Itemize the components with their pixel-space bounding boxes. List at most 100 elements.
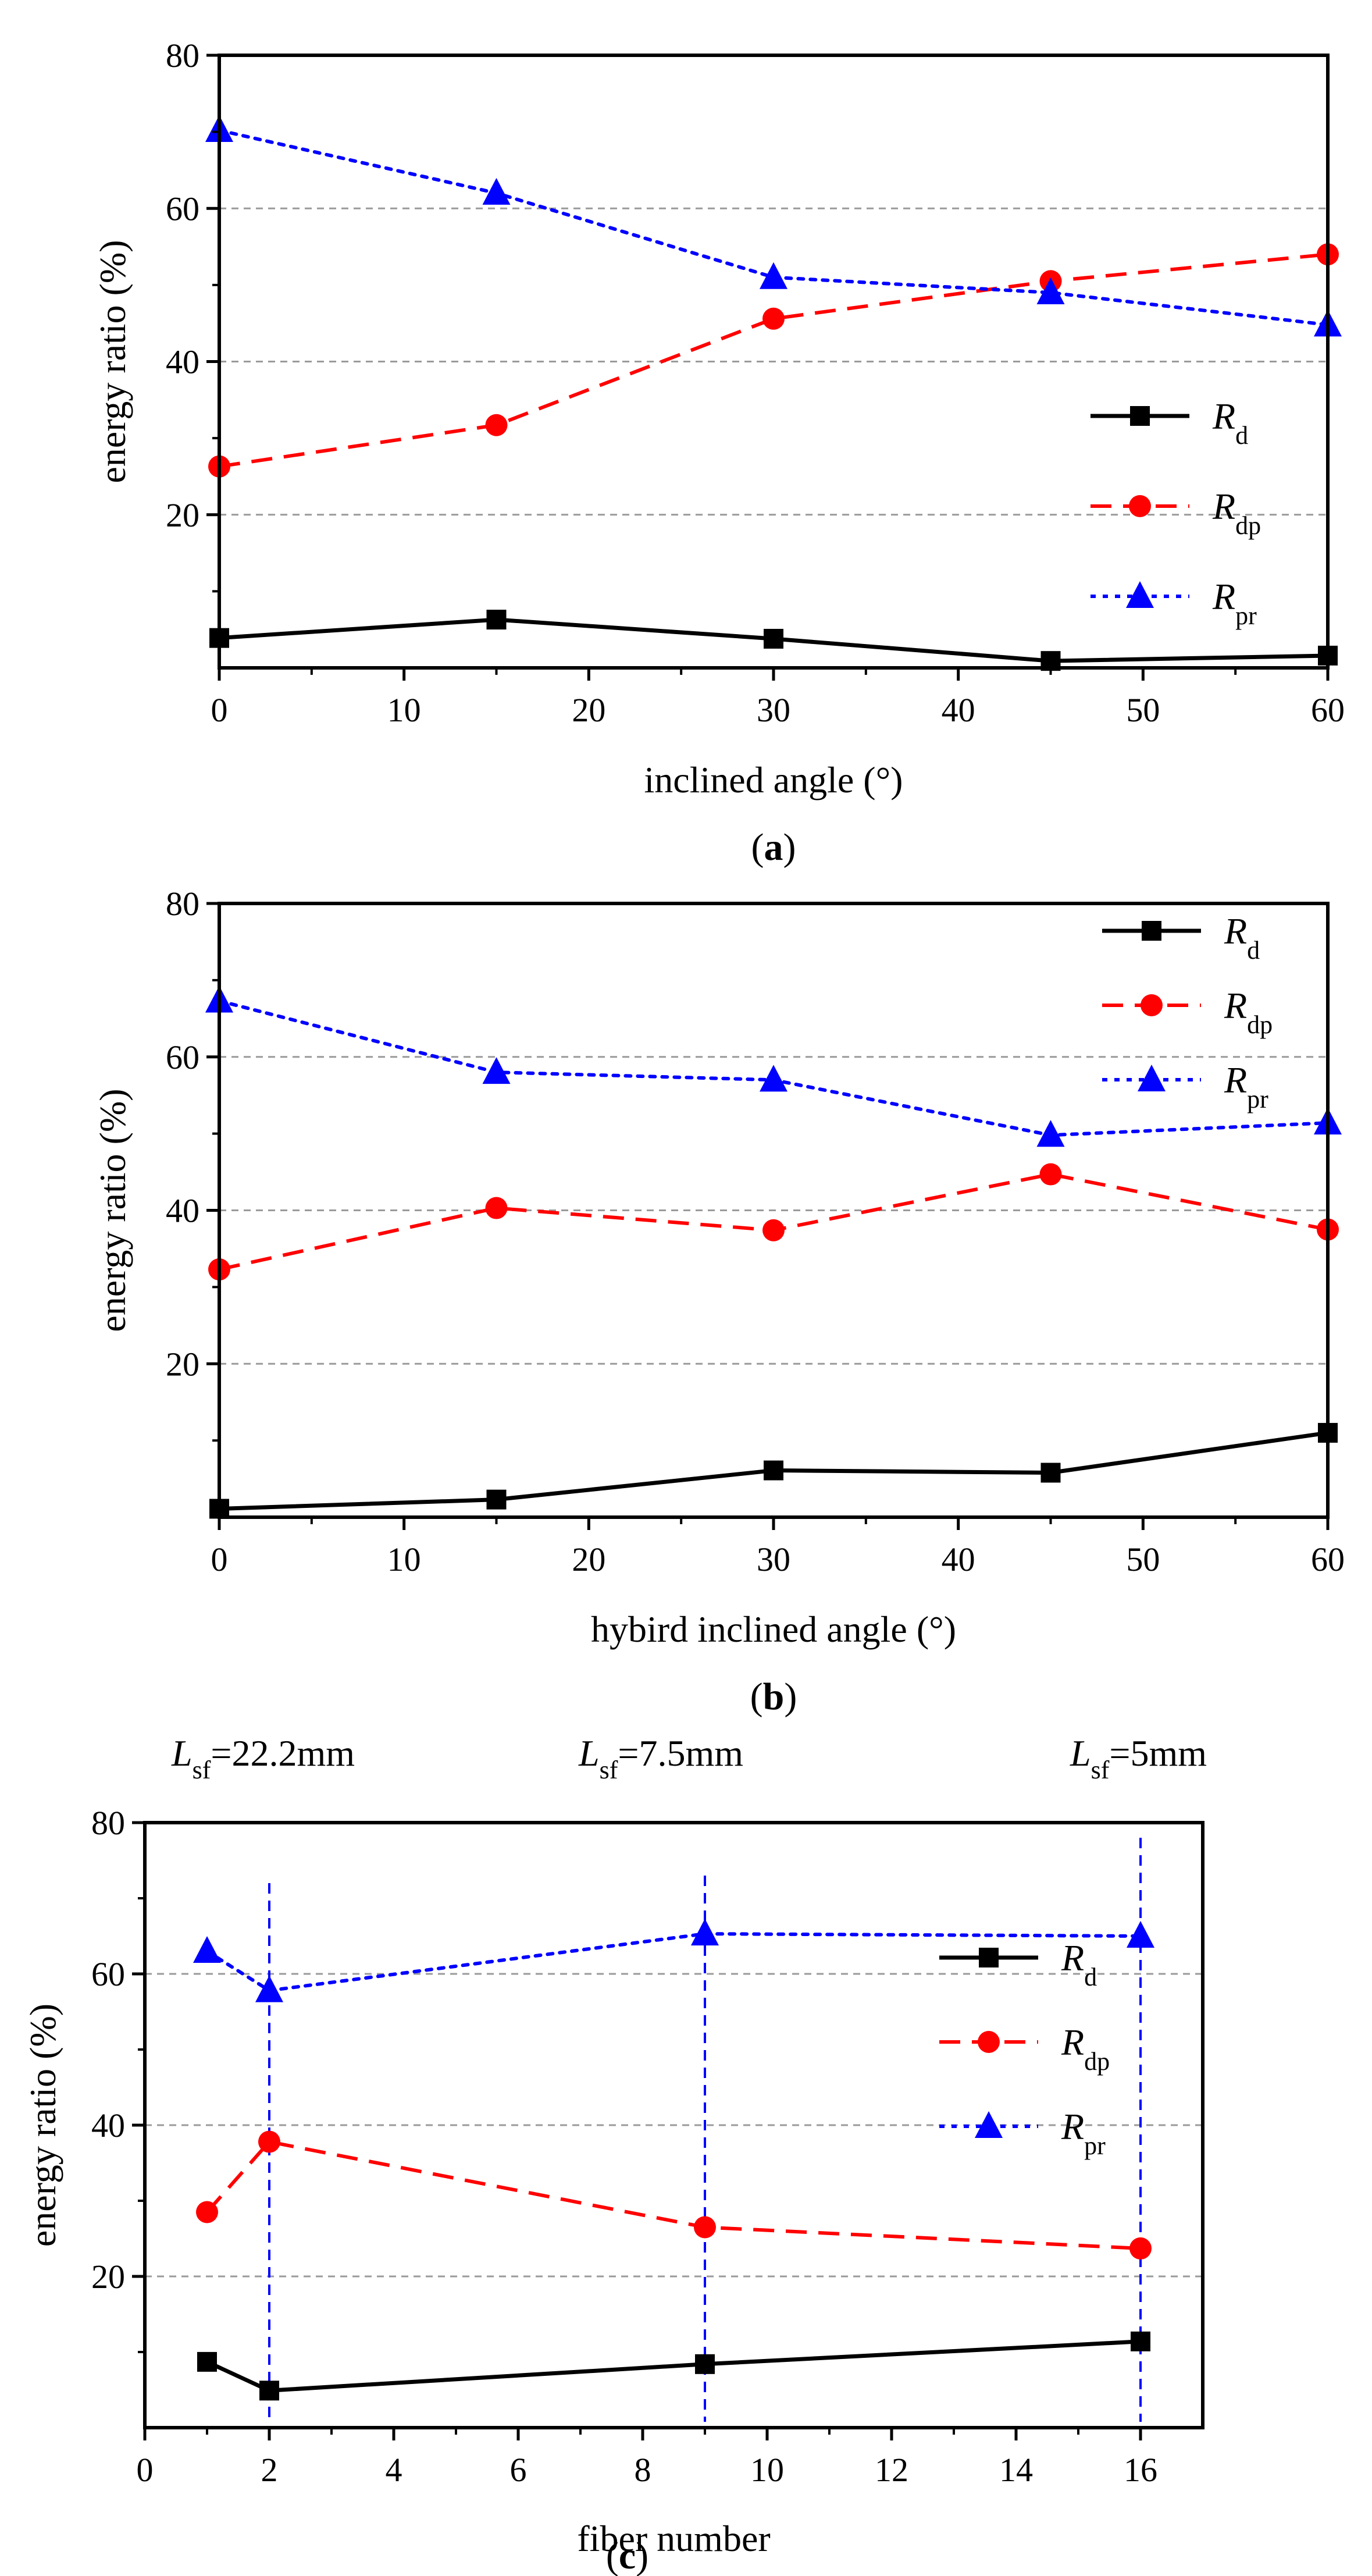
data-point-Rpr xyxy=(1036,1120,1065,1147)
data-point-Rpr xyxy=(482,1057,511,1084)
x-tick-label: 30 xyxy=(757,691,790,729)
data-point-Rdp xyxy=(485,414,508,436)
data-point-Rd xyxy=(764,1460,783,1481)
x-tick-label: 0 xyxy=(211,691,228,729)
y-tick-label: 60 xyxy=(166,1038,199,1076)
series-line-Rd xyxy=(206,2339,1141,2393)
x-tick-label: 10 xyxy=(387,1540,421,1578)
data-point-Rdp xyxy=(1129,2237,1152,2260)
data-point-Rpr xyxy=(482,177,511,205)
segment-length-annotation: Lsf=22.2mm xyxy=(171,1732,355,1784)
data-point-Rd xyxy=(695,2354,715,2374)
panel-label: (c) xyxy=(606,2535,648,2576)
data-point-Rdp xyxy=(762,1219,785,1241)
y-tick-label: 20 xyxy=(166,1345,199,1383)
legend-marker-Rd xyxy=(979,1948,999,1967)
series-line-Rpr xyxy=(205,1932,1142,1993)
panel-label: (a) xyxy=(751,826,796,869)
legend-label-Rd: Rd xyxy=(1224,910,1260,965)
segment-length-annotation: Lsf=5mm xyxy=(1070,1732,1207,1784)
data-point-Rdp xyxy=(196,2201,218,2223)
y-tick-label: 80 xyxy=(91,1804,125,1842)
legend-marker-Rpr xyxy=(1126,581,1154,608)
x-axis-title: inclined angle (°) xyxy=(644,759,903,800)
y-tick-label: 40 xyxy=(91,2107,125,2144)
data-point-Rdp xyxy=(694,2216,716,2239)
y-tick-label: 40 xyxy=(166,343,199,381)
legend-marker-Rd xyxy=(1130,406,1150,426)
data-point-Rd xyxy=(197,2351,217,2372)
y-tick-label: 60 xyxy=(91,1955,125,1993)
data-point-Rdp xyxy=(258,2130,280,2153)
data-point-Rd xyxy=(259,2381,279,2401)
chart-panel-c: 0 2 4 6 8 10 12 14 16 20 40 60 80 fiber number energy … xyxy=(22,1732,1207,2576)
data-point-Rd xyxy=(1040,1463,1061,1483)
data-point-Rd xyxy=(1131,2331,1150,2351)
data-point-Rdp xyxy=(485,1197,508,1219)
chart-panel-b: 0 10 20 30 40 50 60 20 40 60 80 hybird inclined ang… xyxy=(92,885,1345,1718)
data-point-Rdp xyxy=(1039,1163,1062,1186)
y-axis-title: energy ratio (%) xyxy=(92,240,133,483)
y-axis-title: energy ratio (%) xyxy=(22,2004,63,2247)
series-line-Rpr xyxy=(218,128,1330,327)
legend-marker-Rpr xyxy=(975,2111,1003,2138)
data-point-Rd xyxy=(486,1489,507,1510)
legend-marker-Rdp xyxy=(978,2031,1000,2053)
x-tick-label: 16 xyxy=(1124,2451,1157,2489)
legend-marker-Rdp xyxy=(1129,495,1151,517)
data-point-Rdp xyxy=(762,307,785,330)
data-point-Rpr xyxy=(1127,1921,1154,1948)
x-tick-label: 0 xyxy=(211,1540,228,1578)
y-axis-title: energy ratio (%) xyxy=(92,1088,133,1332)
series-line-Rdp xyxy=(205,2140,1141,2250)
x-tick-label: 0 xyxy=(137,2451,154,2489)
x-axis-title: fiber number xyxy=(577,2518,770,2559)
y-tick-label: 60 xyxy=(166,190,199,227)
chart-panel-a: 0 10 20 30 40 50 60 20 40 60 80 inclined angle (°) e… xyxy=(92,37,1345,869)
y-tick-label: 40 xyxy=(166,1192,199,1230)
legend-label-Rpr: Rpr xyxy=(1061,2106,1106,2160)
x-tick-label: 6 xyxy=(510,2451,527,2489)
legend-label-Rdp: Rdp xyxy=(1224,985,1273,1039)
x-tick-label: 50 xyxy=(1126,1540,1160,1578)
y-tick-label: 80 xyxy=(166,37,199,74)
x-tick-label: 40 xyxy=(942,691,975,729)
legend-label-Rdp: Rdp xyxy=(1212,486,1261,540)
data-point-Rpr xyxy=(691,1919,719,1946)
data-point-Rpr xyxy=(760,1065,787,1092)
x-tick-label: 20 xyxy=(572,1540,605,1578)
series-line-Rdp xyxy=(219,252,1328,468)
data-point-Rpr xyxy=(1036,277,1065,305)
legend-marker-Rpr xyxy=(1138,1065,1166,1091)
x-axis-title: hybird inclined angle (°) xyxy=(591,1609,956,1650)
y-tick-label: 20 xyxy=(166,496,199,534)
y-tick-label: 80 xyxy=(166,885,199,923)
legend-marker-Rd xyxy=(1142,921,1161,941)
legend-label-Rd: Rd xyxy=(1212,396,1248,450)
x-tick-label: 40 xyxy=(942,1540,975,1578)
x-tick-label: 20 xyxy=(572,691,605,729)
legend-label-Rdp: Rdp xyxy=(1061,2022,1110,2076)
y-tick-label: 20 xyxy=(91,2258,125,2296)
legend-label-Rpr: Rpr xyxy=(1224,1059,1268,1113)
x-tick-label: 2 xyxy=(261,2451,278,2489)
x-tick-label: 60 xyxy=(1311,691,1345,729)
data-point-Rpr xyxy=(255,1975,283,2002)
x-tick-label: 4 xyxy=(386,2451,402,2489)
data-point-Rd xyxy=(486,610,507,630)
legend-label-Rd: Rd xyxy=(1061,1937,1097,1991)
data-point-Rpr xyxy=(760,262,787,289)
x-tick-label: 10 xyxy=(387,691,421,729)
legend-marker-Rdp xyxy=(1141,994,1163,1016)
x-tick-label: 30 xyxy=(757,1540,790,1578)
x-tick-label: 8 xyxy=(635,2451,651,2489)
panel-label: (b) xyxy=(750,1675,797,1718)
data-point-Rpr xyxy=(193,1936,221,1963)
x-tick-label: 14 xyxy=(999,2451,1033,2489)
segment-length-annotation: Lsf=7.5mm xyxy=(578,1732,743,1784)
data-point-Rd xyxy=(764,628,783,649)
legend-label-Rpr: Rpr xyxy=(1212,576,1257,630)
x-tick-label: 10 xyxy=(750,2451,784,2489)
x-tick-label: 50 xyxy=(1126,691,1160,729)
